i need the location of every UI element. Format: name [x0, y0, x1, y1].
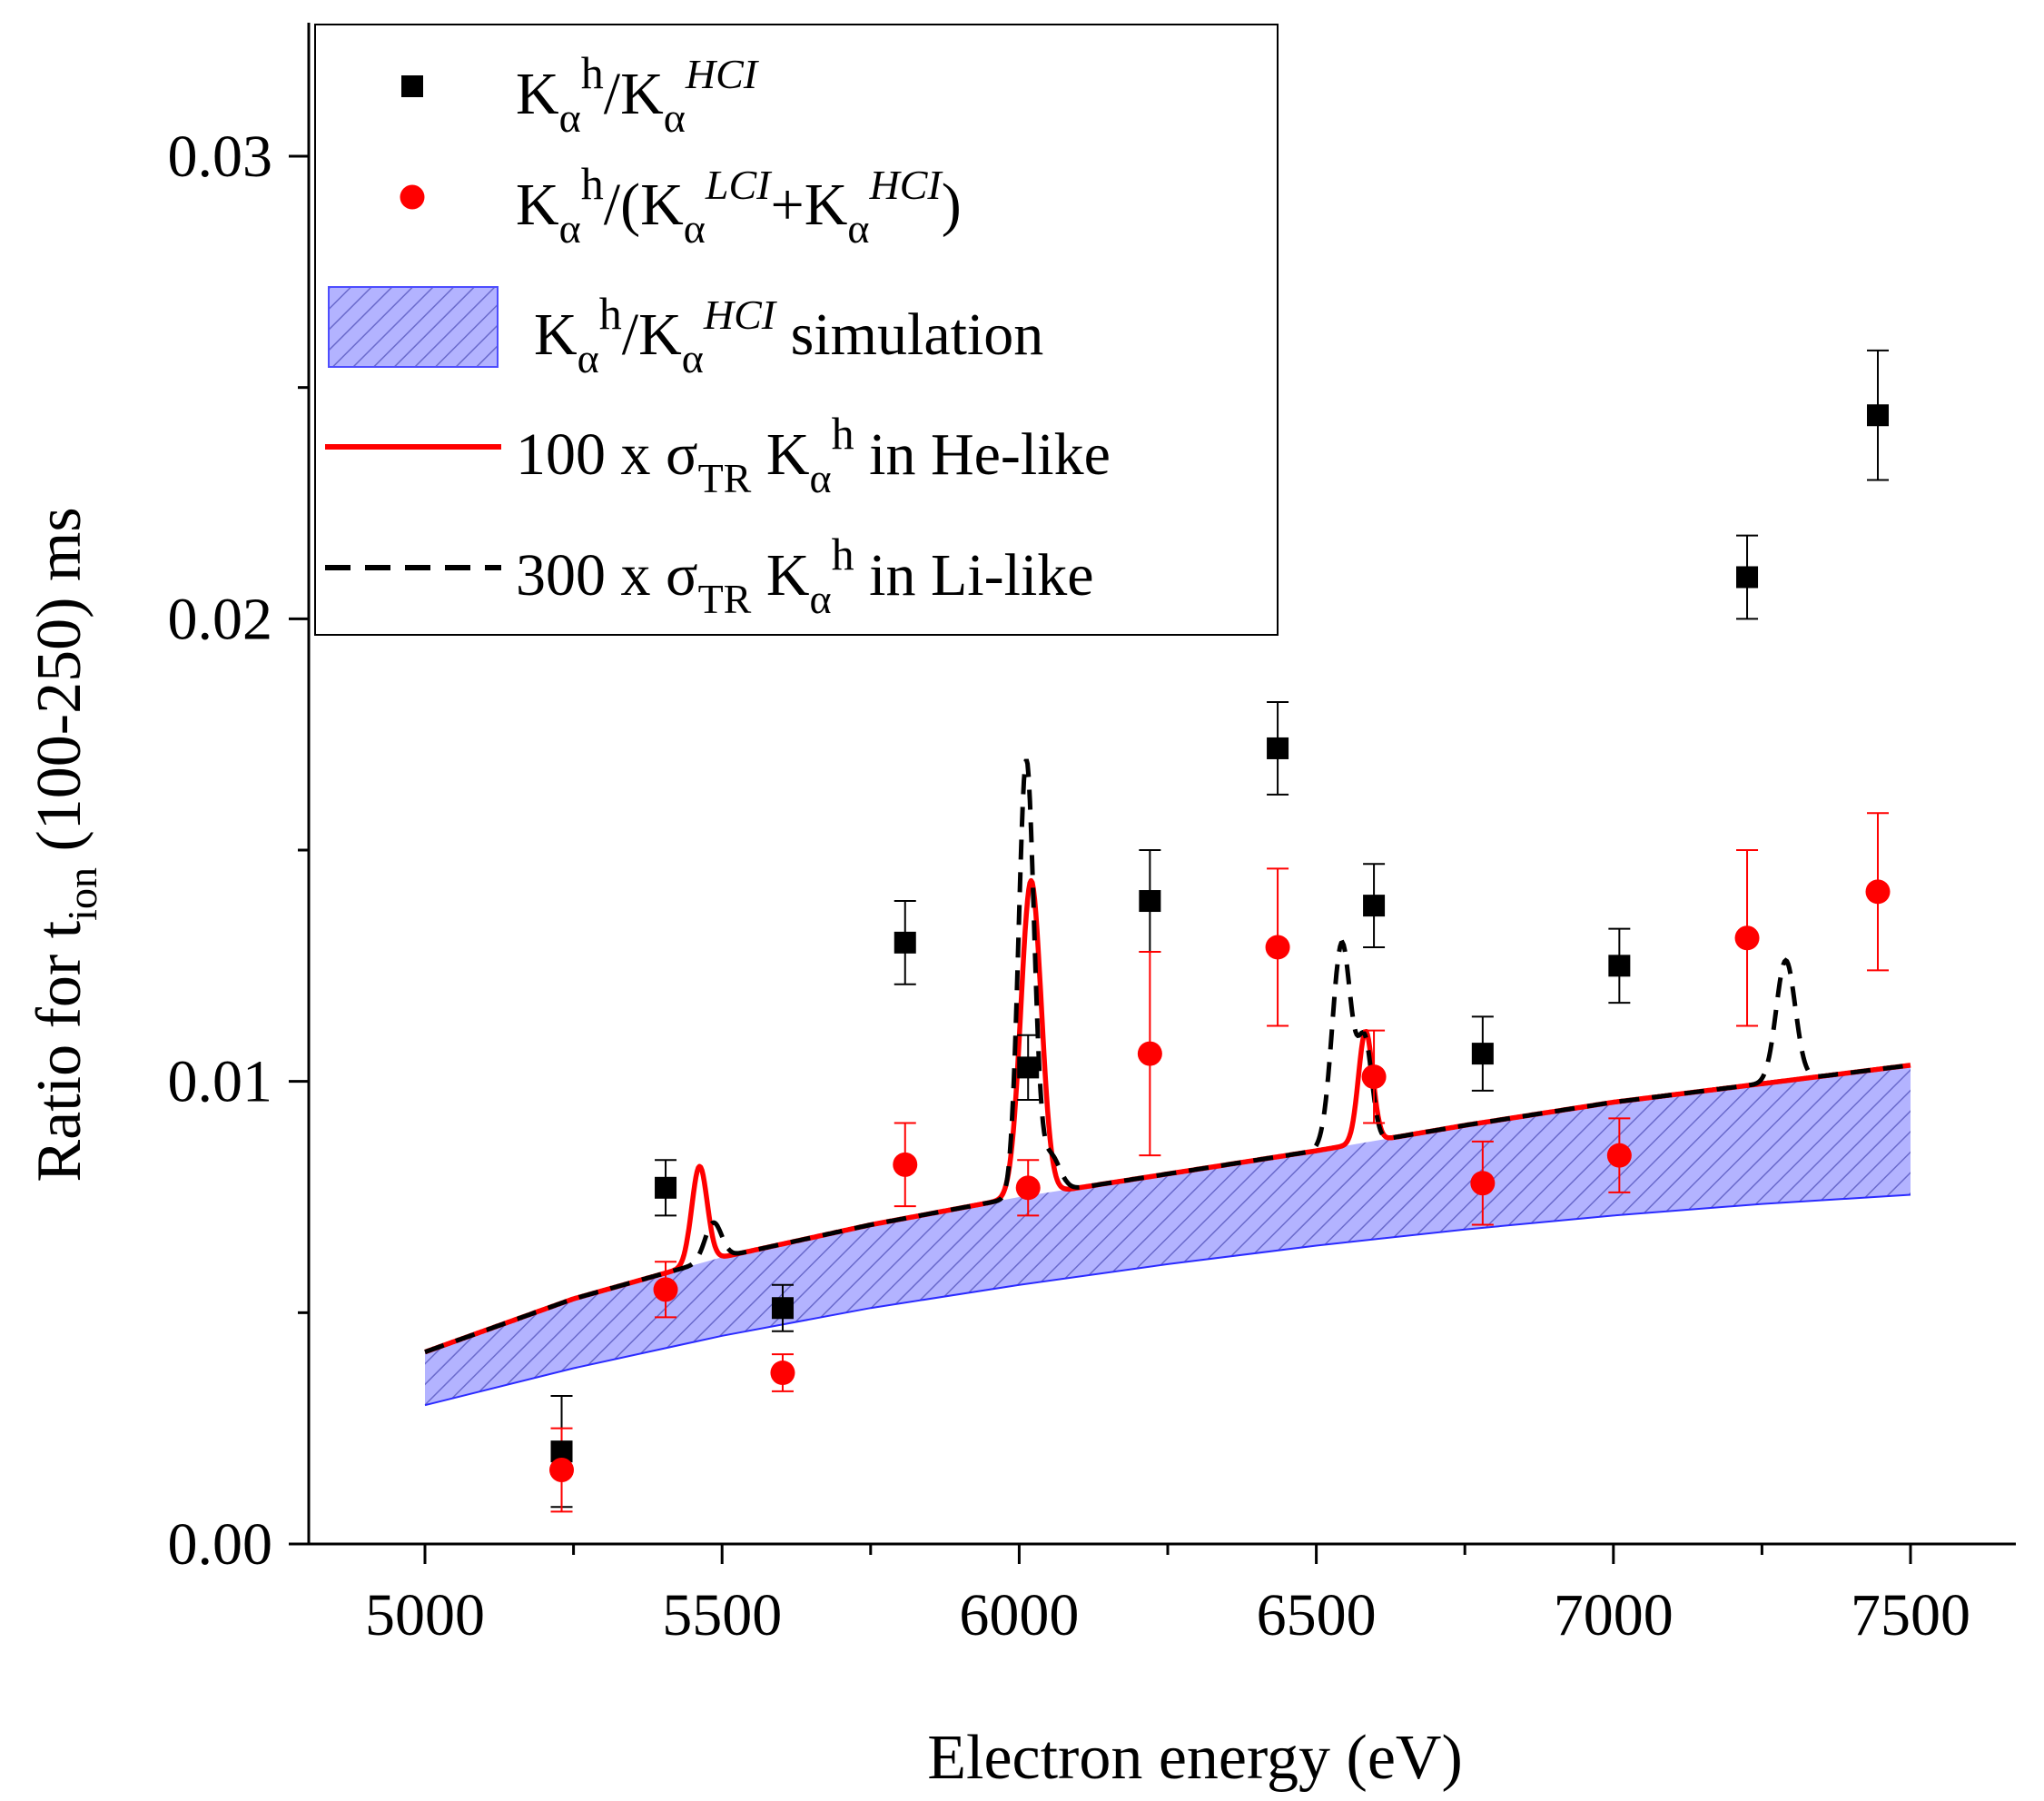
- legend-sq-part: h: [581, 47, 604, 98]
- data-point-square: [1017, 1056, 1040, 1079]
- legend-circ-part: HCI: [868, 162, 943, 208]
- data-point-circle: [549, 1458, 575, 1483]
- legend-sq-part: α: [559, 94, 581, 141]
- legend-circ-part: α: [847, 205, 869, 252]
- data-point-square: [1267, 737, 1289, 759]
- legend-circ-swatch: [400, 184, 425, 210]
- data-point-circle: [653, 1277, 678, 1302]
- legend-sq-part: K: [516, 61, 559, 127]
- legend-band-part: HCI: [703, 292, 778, 338]
- legend-sq-swatch: [401, 75, 423, 97]
- x-tick-label: 6500: [1257, 1582, 1377, 1648]
- cross-section-curves-layer: [423, 758, 1912, 1355]
- legend-circ-part: ): [942, 172, 962, 238]
- legend-circ-part: LCI: [705, 162, 773, 208]
- x-tick-label: 7000: [1554, 1582, 1674, 1648]
- legend-band-part: /K: [622, 302, 682, 368]
- legend-he-part: α: [810, 455, 832, 501]
- data-point-circle: [1361, 1064, 1387, 1090]
- legend-li-part: TR: [698, 576, 752, 622]
- y-axis-title: Ratio for tion (100-250) ms: [25, 507, 105, 1182]
- legend-he-label: 100 x σTR Kαh in He-like: [516, 408, 1111, 501]
- x-axis-title: Electron energy (eV): [927, 1723, 1463, 1793]
- legend-he-part: in He-like: [854, 421, 1111, 488]
- simulation-band-lower-edge: [424, 1193, 1911, 1407]
- legend-band-part: K: [534, 302, 578, 368]
- li-like-cross-section-curve: [424, 758, 1911, 1354]
- legend-band-label: Kαh/KαHCI simulation: [534, 288, 1043, 381]
- data-point-circle: [1734, 925, 1760, 951]
- y-tick-label: 0.01: [168, 1049, 273, 1115]
- data-point-circle: [1606, 1143, 1632, 1168]
- legend-circ-part: α: [684, 205, 706, 252]
- y-tick-label: 0.03: [168, 124, 273, 190]
- x-tick-label: 6000: [959, 1582, 1079, 1648]
- legend-circ-part: /(K: [604, 172, 684, 238]
- legend-li-part: α: [810, 576, 832, 622]
- legend-circ-part: α: [559, 205, 581, 252]
- data-point-square: [1736, 566, 1759, 589]
- data-point-circle: [1015, 1175, 1041, 1201]
- data-points-layer: [549, 349, 1891, 1513]
- legend-band-part: α: [578, 335, 599, 381]
- data-point-square: [655, 1176, 677, 1199]
- legend-sq-part: α: [664, 94, 686, 141]
- data-point-circle: [1470, 1171, 1496, 1196]
- axes-layer: 5000 5500 6000 6500 7000 7500 0.00 0.01 0.02 0.03…: [25, 23, 2016, 1793]
- legend-sq-part: /K: [604, 61, 664, 127]
- data-point-circle: [1137, 1041, 1162, 1066]
- x-tick-label: 7500: [1851, 1582, 1970, 1648]
- legend-he-part: 100 x σ: [516, 421, 698, 488]
- data-point-square: [1867, 404, 1890, 427]
- legend-band-part: h: [599, 288, 622, 339]
- data-point-square: [1363, 895, 1386, 917]
- data-point-square: [1471, 1043, 1494, 1065]
- y-axis-title-sub: ion: [59, 867, 105, 921]
- data-point-square: [771, 1297, 794, 1320]
- data-point-square: [1139, 890, 1161, 913]
- legend-band-part: simulation: [775, 302, 1043, 368]
- data-point-circle: [893, 1152, 918, 1177]
- legend-li-part: K: [751, 542, 809, 609]
- y-axis-title-rest: (100-250) ms: [25, 507, 94, 867]
- legend-circ-label: Kαh/(KαLCI+KαHCI): [516, 158, 962, 252]
- legend-band-part: α: [682, 335, 704, 381]
- legend-li-part: 300 x σ: [516, 542, 698, 609]
- legend-he-part: K: [751, 421, 809, 488]
- simulation-band: [425, 1064, 1911, 1406]
- legend-li-part: h: [832, 529, 854, 579]
- y-tick-label: 0.02: [168, 586, 273, 652]
- y-axis-title-main: Ratio for t: [25, 920, 94, 1182]
- x-tick-label: 5500: [662, 1582, 782, 1648]
- simulation-band-layer: [424, 1064, 1911, 1407]
- legend-li-part: in Li-like: [854, 542, 1094, 609]
- legend-he-part: h: [832, 408, 854, 459]
- legend-circ-part: +K: [770, 172, 847, 238]
- data-point-circle: [1865, 879, 1891, 905]
- data-point-square: [894, 931, 916, 954]
- x-tick-label: 5000: [365, 1582, 485, 1648]
- legend-circ-part: K: [516, 172, 559, 238]
- legend-sq-part: HCI: [685, 51, 760, 97]
- y-tick-label: 0.00: [168, 1511, 273, 1578]
- legend-he-part: TR: [698, 455, 752, 501]
- data-point-circle: [1265, 935, 1290, 960]
- legend-sq-label: Kαh/KαHCI: [516, 47, 760, 141]
- legend-band-swatch: [328, 286, 499, 368]
- legend-li-label: 300 x σTR Kαh in Li-like: [516, 529, 1094, 622]
- data-point-circle: [770, 1361, 795, 1386]
- data-point-square: [1608, 955, 1631, 977]
- legend-circ-part: h: [581, 158, 604, 209]
